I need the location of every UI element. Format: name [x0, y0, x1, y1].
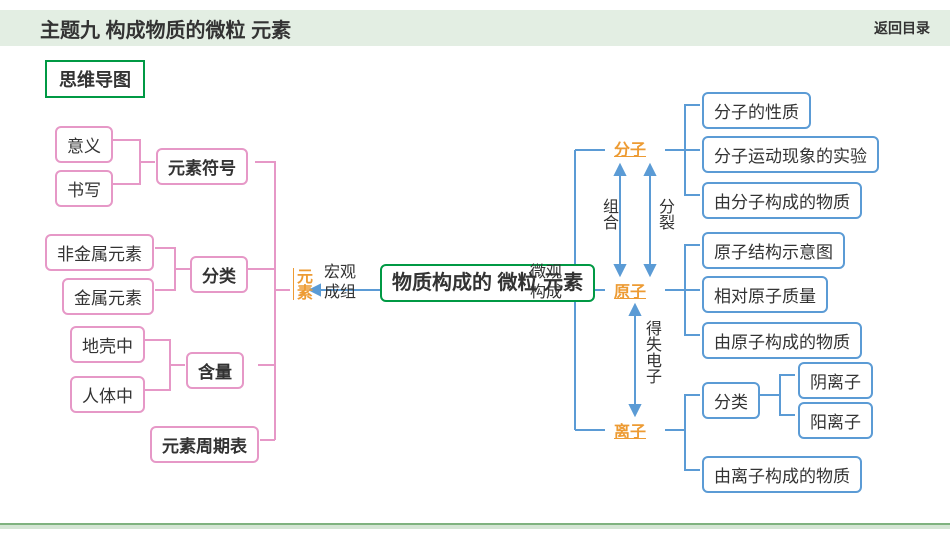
node-cation: 阳离子: [798, 402, 873, 439]
header-bar: 主题九 构成物质的微粒 元素: [0, 10, 950, 46]
node-mol-prop: 分子的性质: [702, 92, 811, 129]
node-mol-exp: 分子运动现象的实验: [702, 136, 879, 173]
center-node: 物质构成的 微粒 元素: [380, 264, 595, 302]
node-atom-mass: 相对原子质量: [702, 276, 828, 313]
node-nonmetal: 非金属元素: [45, 234, 154, 271]
node-mol-matter: 由分子构成的物质: [702, 182, 862, 219]
electron-annot: 得失电子: [639, 320, 663, 384]
section-label: 思维导图: [45, 60, 145, 98]
node-ion-classify: 分类: [702, 382, 760, 419]
page-title: 主题九 构成物质的微粒 元素: [40, 14, 291, 43]
node-classify: 分类: [190, 256, 248, 293]
node-periodic-table: 元素周期表: [150, 426, 259, 463]
compose-annot: 构成: [530, 278, 562, 302]
atom-label: 原子: [614, 278, 646, 302]
node-crust: 地壳中: [70, 326, 145, 363]
node-content: 含量: [186, 352, 244, 389]
split-annot: 分裂: [652, 198, 676, 230]
node-atom-matter: 由原子构成的物质: [702, 322, 862, 359]
ion-label: 离子: [614, 418, 646, 442]
node-meaning: 意义: [55, 126, 113, 163]
node-metal: 金属元素: [62, 278, 154, 315]
footer-bar: [0, 523, 950, 529]
node-symbol: 元素符号: [156, 148, 248, 185]
node-body: 人体中: [70, 376, 145, 413]
node-ion-matter: 由离子构成的物质: [702, 456, 862, 493]
molecule-label: 分子: [614, 136, 646, 160]
group-annot: 成组: [324, 278, 356, 302]
element-hub: 元素: [290, 268, 314, 300]
node-anion: 阴离子: [798, 362, 873, 399]
node-writing: 书写: [55, 170, 113, 207]
combine-annot: 组合: [596, 198, 620, 230]
node-atom-struct: 原子结构示意图: [702, 232, 845, 269]
return-toc-link[interactable]: 返回目录: [874, 18, 930, 38]
